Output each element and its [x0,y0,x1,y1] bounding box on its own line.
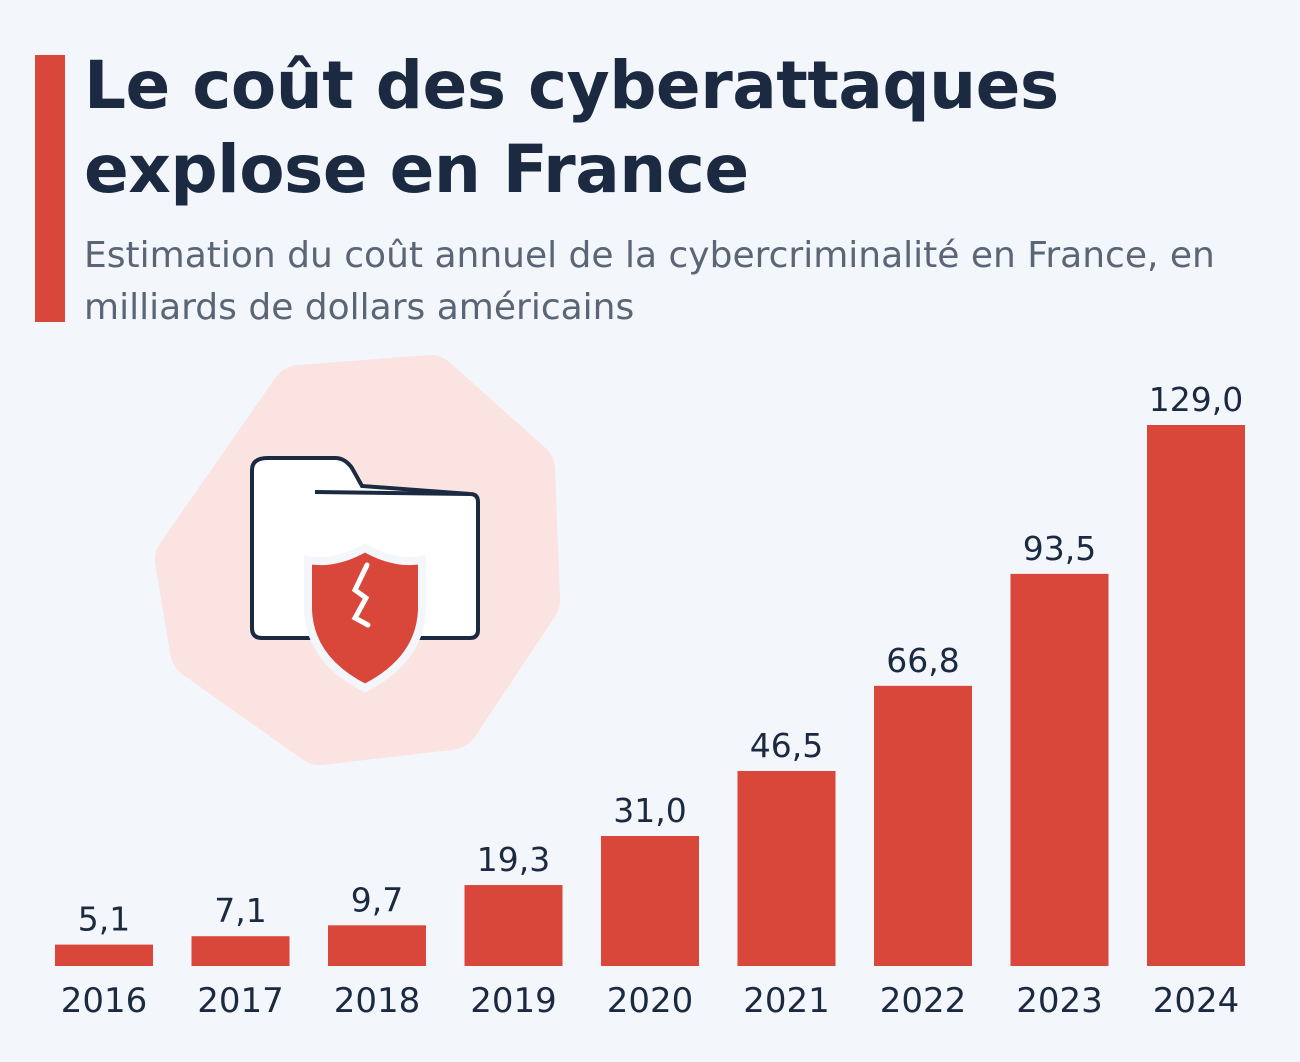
bar-2020 [601,835,699,966]
bar-2019 [464,885,563,966]
value-label: 93,5 [1023,529,1096,568]
x-tick-label: 2017 [197,981,284,1021]
value-label: 129,0 [1149,380,1243,419]
bar-2024 [1147,425,1245,966]
value-label: 46,5 [750,726,823,765]
title-accent-bar [35,55,65,322]
x-tick-label: 2021 [743,981,830,1021]
bar-2022 [874,685,972,966]
x-tick-label: 2019 [470,981,557,1021]
value-label: 19,3 [477,840,550,879]
x-tick-label: 2024 [1153,981,1240,1021]
bar-2023 [1010,573,1109,966]
chart-subtitle: Estimation du coût annuel de la cybercri… [84,235,1215,328]
chart-title: Le coût des cyberattaques explose en Fra… [84,47,1059,208]
x-tick-label: 2016 [61,981,148,1021]
bar-2016 [55,944,153,966]
value-label: 5,1 [78,900,130,939]
bar-2021 [737,770,836,966]
folder-with-broken-shield-icon [155,355,560,765]
value-label: 7,1 [214,891,266,930]
x-tick-label: 2022 [880,981,967,1021]
value-label: 9,7 [351,880,403,919]
x-tick-label: 2018 [334,981,421,1021]
bar-2017 [191,936,290,966]
x-tick-label: 2020 [607,981,694,1021]
x-tick-label: 2023 [1016,981,1103,1021]
value-label: 31,0 [613,791,686,830]
value-label: 66,8 [886,641,959,680]
bar-2018 [328,925,426,966]
